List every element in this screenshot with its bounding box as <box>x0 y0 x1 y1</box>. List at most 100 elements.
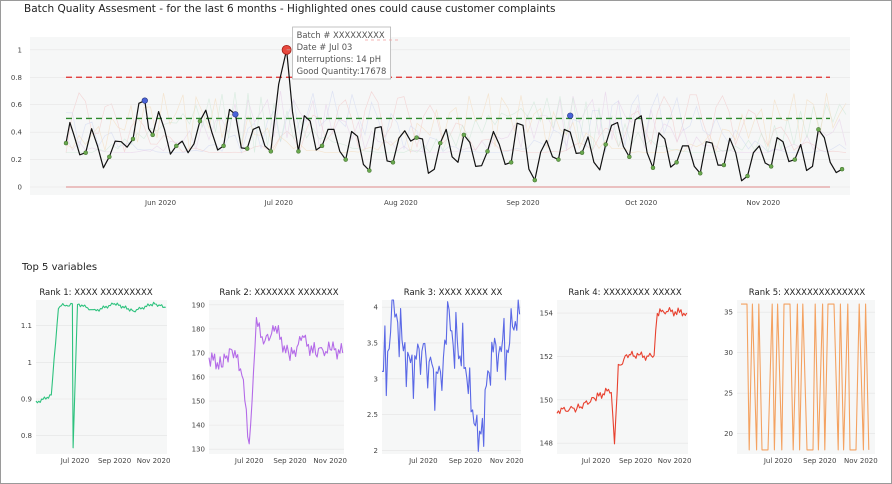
main-quality-chart[interactable]: 0 0.2 0.4 0.6 0.8 1 Jun 2020 Jul 2020 Aug 2020 Se… <box>0 0 892 240</box>
x-tick-label: Nov 2020 <box>658 457 692 465</box>
series-line <box>35 301 166 449</box>
normal-point-marker <box>319 143 325 149</box>
y-tick-label: 0.8 <box>11 74 22 82</box>
tooltip-line: Batch # XXXXXXXXX <box>297 30 385 40</box>
series-line <box>208 317 344 445</box>
rank-3-panel: Rank 3: XXXX XXXX XX 2 2.5 3 3.5 4 Jul 2020 Sep… <box>367 288 524 465</box>
rank-5-panel: Rank 5: XXXXXXXXXXXXXX 20 25 30 35 Jul 2020 Se… <box>724 288 878 465</box>
tooltip-line: Good Quantity:17678 <box>297 66 387 76</box>
y-tick-label: 2 <box>374 447 378 455</box>
x-tick-label: Nov 2020 <box>844 457 878 465</box>
panel-title: Rank 3: XXXX XXXX XX <box>404 288 503 298</box>
normal-point-marker <box>437 140 443 146</box>
y-tick-label: 3.5 <box>367 339 378 347</box>
y-tick-label: 0.4 <box>11 129 23 137</box>
x-tick-label: Sep 2020 <box>803 457 836 465</box>
normal-point-marker <box>745 173 750 179</box>
normal-point-marker <box>130 136 136 142</box>
normal-point-marker <box>268 149 274 154</box>
normal-point-marker <box>768 164 774 169</box>
normal-point-marker <box>390 160 396 165</box>
y-tick-label: 0.8 <box>21 432 32 440</box>
y-tick-label: 0.2 <box>11 156 22 164</box>
y-tick-label: 1 <box>28 359 32 367</box>
x-tick-label: Jul 2020 <box>234 457 264 465</box>
normal-point-marker <box>414 135 419 140</box>
x-tick-label: Nov 2020 <box>137 457 171 465</box>
panel-background <box>36 300 167 454</box>
normal-point-marker <box>150 132 155 138</box>
tooltip-box <box>292 26 392 80</box>
rank-4-panel: Rank 4: XXXXXXXX XXXXX 148 150 152 154 Jul 20… <box>540 288 692 465</box>
series-line <box>741 303 870 451</box>
x-tick-label: Jul 2020 <box>60 457 90 465</box>
y-tick-label: 140 <box>192 422 205 430</box>
normal-point-marker <box>197 118 203 124</box>
normal-point-marker <box>603 142 608 147</box>
y-tick-label: 4 <box>374 304 379 312</box>
panel-title: Rank 1: XXXX XXXXXXXXX <box>39 288 152 298</box>
x-tick-label: Jul 2020 <box>263 199 293 207</box>
y-tick-label: 35 <box>724 309 733 317</box>
y-tick-label: 3 <box>374 375 378 383</box>
y-tick-label: 0.6 <box>11 101 23 109</box>
normal-point-marker <box>650 165 656 171</box>
tooltip-line: Date # Jul 03 <box>297 42 353 52</box>
y-tick-label: 190 <box>192 301 205 309</box>
y-tick-label: 20 <box>724 430 733 438</box>
section-title: Top 5 variables <box>22 262 98 273</box>
y-tick-label: 0.9 <box>21 396 32 404</box>
normal-point-marker <box>674 160 679 165</box>
panel-background <box>382 300 521 454</box>
normal-point-marker <box>83 150 88 155</box>
x-tick-label: Jul 2020 <box>763 457 793 465</box>
normal-point-marker <box>174 143 179 149</box>
x-tick-label: Sep 2020 <box>506 199 539 207</box>
warning-point-marker <box>232 111 239 118</box>
background-trace <box>65 93 847 154</box>
normal-point-marker <box>244 146 250 151</box>
normal-point-marker <box>627 154 632 160</box>
normal-point-marker <box>107 154 112 160</box>
normal-point-marker <box>556 157 561 162</box>
y-tick-label: 130 <box>192 446 205 454</box>
background-trace <box>66 92 847 154</box>
normal-point-marker <box>343 157 348 162</box>
x-tick-label: Nov 2020 <box>313 457 347 465</box>
normal-point-marker <box>221 143 226 149</box>
x-tick-label: Sep 2020 <box>619 457 652 465</box>
normal-point-marker <box>532 177 538 183</box>
normal-point-marker <box>579 150 585 155</box>
background-trace <box>65 90 847 154</box>
panel-title: Rank 4: XXXXXXXX XXXXX <box>568 288 681 298</box>
x-tick-label: Sep 2020 <box>449 457 482 465</box>
y-tick-label: 25 <box>724 390 733 398</box>
y-tick-label: 2.5 <box>367 411 378 419</box>
x-tick-label: Jun 2020 <box>144 199 176 207</box>
x-tick-label: Jul 2020 <box>581 457 611 465</box>
y-tick-label: 148 <box>540 440 553 448</box>
normal-point-marker <box>721 162 727 168</box>
hover-tooltip: Batch # XXXXXXXXX Date # Jul 03 Interrupti… <box>286 26 398 80</box>
normal-point-marker <box>792 157 798 162</box>
normal-point-marker <box>485 149 490 154</box>
x-tick-label: Sep 2020 <box>98 457 131 465</box>
panel-title: Rank 5: XXXXXXXXXXXXXX <box>749 288 866 298</box>
y-tick-label: 152 <box>540 353 553 361</box>
normal-point-marker <box>697 171 703 176</box>
normal-point-marker <box>296 149 301 154</box>
rank-1-panel: Rank 1: XXXX XXXXXXXXX 0.8 0.9 1 1.1 Jul 2020… <box>21 288 171 465</box>
plot-background <box>30 37 850 195</box>
y-tick-label: 150 <box>540 396 553 404</box>
series-line <box>381 299 521 452</box>
tooltip-line: Interruptions: 14 pH <box>297 54 381 64</box>
normal-point-marker <box>508 160 514 165</box>
x-tick-label: Sep 2020 <box>273 457 306 465</box>
y-tick-label: 1 <box>18 46 22 54</box>
x-tick-label: Aug 2020 <box>384 199 418 207</box>
y-tick-label: 180 <box>192 325 205 333</box>
panel-background <box>557 300 688 454</box>
y-tick-label: 150 <box>192 398 205 406</box>
normal-point-marker <box>461 132 467 138</box>
